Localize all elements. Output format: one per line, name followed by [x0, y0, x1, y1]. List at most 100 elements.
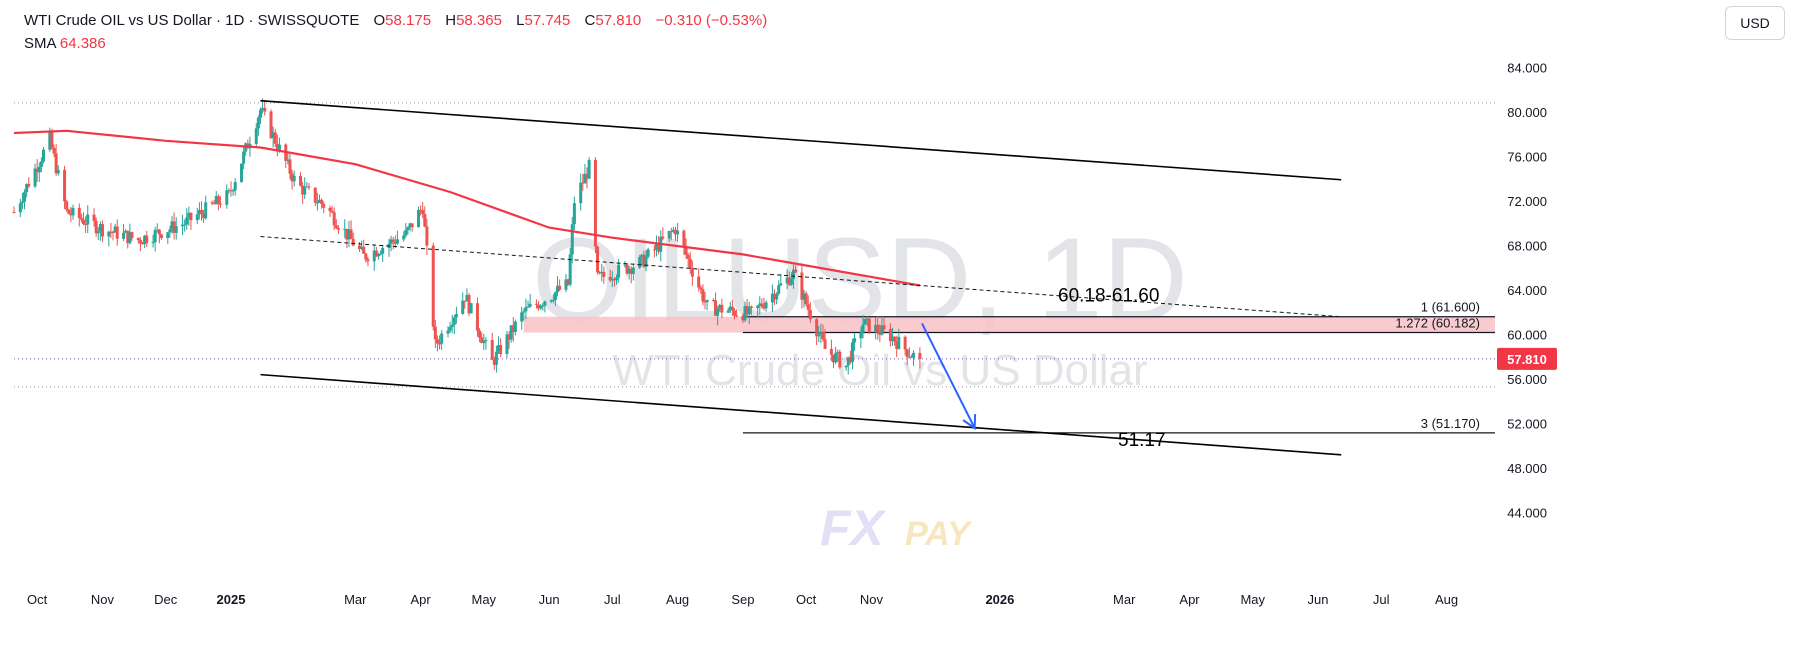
- candle-body: [853, 338, 857, 343]
- candle-body: [583, 173, 587, 184]
- candle-body: [159, 234, 163, 239]
- candle-body: [499, 345, 503, 355]
- open-label: O: [373, 12, 386, 29]
- candle-body: [269, 111, 273, 138]
- candle-body: [817, 334, 821, 337]
- resistance-zone: [523, 316, 1495, 333]
- candle-body: [775, 293, 779, 300]
- candle-body: [543, 301, 547, 306]
- candle-body: [307, 186, 311, 188]
- x-tick-label: Dec: [154, 592, 178, 607]
- candle-body: [170, 221, 174, 230]
- x-tick-label: 2026: [985, 592, 1014, 607]
- candle-body: [233, 182, 237, 191]
- candle-body: [299, 176, 303, 186]
- currency-button[interactable]: USD: [1725, 6, 1785, 40]
- candle-body: [631, 267, 635, 274]
- candle-body: [838, 351, 842, 368]
- candle-body: [836, 351, 840, 354]
- candle-body: [172, 221, 176, 233]
- candle-body: [100, 224, 104, 237]
- candle-body: [141, 243, 145, 245]
- candle-body: [848, 357, 852, 363]
- candle-body: [646, 249, 650, 257]
- candle-body: [505, 334, 509, 355]
- x-tick-label: Jul: [1373, 592, 1390, 607]
- low-label: L: [516, 12, 525, 29]
- candle-body: [587, 159, 591, 179]
- candle-body: [92, 214, 96, 221]
- candle-body: [446, 330, 450, 334]
- candle-body: [537, 304, 541, 309]
- candle-body: [404, 229, 408, 236]
- candle-body: [907, 356, 911, 358]
- candle-body: [779, 283, 783, 286]
- candle-body: [183, 224, 187, 226]
- candle-body: [478, 330, 482, 338]
- candle-body: [275, 143, 279, 151]
- candle-body: [334, 225, 338, 229]
- candle-body: [381, 247, 385, 254]
- fib-level-label: 1.272 (60.182): [1395, 316, 1480, 331]
- fib-level-label: 3 (51.170): [1421, 416, 1480, 431]
- candle-body: [174, 226, 178, 233]
- sma-legend[interactable]: SMA 64.386: [24, 33, 106, 55]
- candle-body: [317, 199, 321, 203]
- y-tick-label: 52.000: [1507, 417, 1547, 432]
- candle-body: [461, 300, 465, 314]
- candle-body: [735, 315, 739, 317]
- candle-body: [423, 214, 427, 227]
- candle-body: [111, 232, 115, 234]
- high-value: 58.365: [456, 12, 502, 29]
- candle-body: [94, 220, 98, 234]
- x-tick-label: Jul: [604, 592, 621, 607]
- candle-body: [490, 339, 494, 360]
- candle-body: [204, 202, 208, 219]
- candle-body: [37, 166, 41, 173]
- candle-body: [511, 325, 515, 332]
- candle-body: [732, 310, 736, 316]
- candle-body: [728, 306, 732, 311]
- x-tick-label: Nov: [91, 592, 115, 607]
- candle-body: [492, 359, 496, 365]
- candle-body: [655, 243, 659, 250]
- candle-body: [564, 279, 568, 290]
- zone-label: 60.18-61.60: [1058, 286, 1159, 307]
- candle-body: [777, 285, 781, 294]
- candle-body: [815, 319, 819, 337]
- candle-body: [832, 354, 836, 363]
- candle-body: [758, 303, 762, 306]
- x-tick-label: Sep: [731, 592, 754, 607]
- candle-body: [834, 353, 838, 363]
- candle-body: [115, 226, 119, 239]
- candle-body: [897, 336, 901, 349]
- candle-body: [608, 276, 612, 281]
- candle-body: [433, 326, 437, 340]
- candle-body: [800, 272, 804, 300]
- candle-body: [408, 223, 412, 228]
- candle-body: [903, 336, 907, 350]
- candle-body: [27, 184, 31, 187]
- candle-body: [84, 224, 88, 226]
- candle-body: [718, 304, 722, 310]
- candle-body: [528, 303, 532, 307]
- candle-body: [336, 228, 340, 230]
- candle-body: [686, 254, 690, 259]
- candle-body: [136, 238, 140, 241]
- candle-body: [808, 309, 812, 320]
- candle-body: [240, 163, 244, 183]
- candle-body: [558, 285, 562, 290]
- candle-body: [395, 239, 399, 244]
- candle-body: [332, 212, 336, 226]
- candle-body: [288, 159, 292, 174]
- candle-body: [676, 230, 680, 235]
- candle-body: [760, 303, 764, 307]
- candle-body: [25, 184, 29, 193]
- candle-body: [67, 209, 71, 214]
- symbol-title[interactable]: WTI Crude OIL vs US Dollar · 1D · SWISSQ…: [24, 12, 360, 29]
- candle-body: [195, 214, 199, 221]
- candle-body: [124, 230, 128, 233]
- candle-body: [726, 310, 730, 313]
- candle-body: [819, 332, 823, 335]
